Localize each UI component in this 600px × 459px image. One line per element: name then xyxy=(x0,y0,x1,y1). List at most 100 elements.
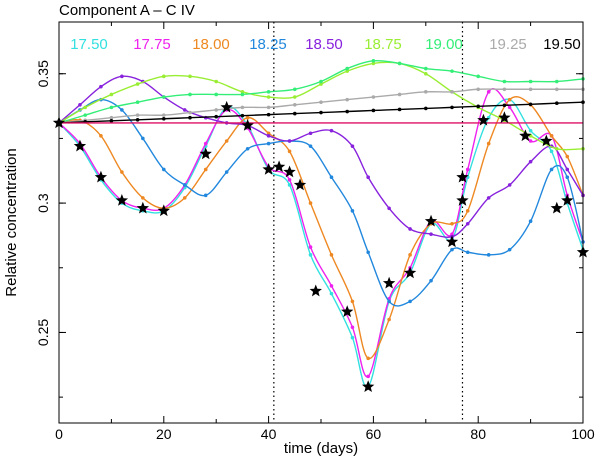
data-point xyxy=(371,95,376,99)
data-point xyxy=(502,87,507,92)
series-line xyxy=(58,88,584,378)
legend-entry: 19.50 xyxy=(543,36,581,53)
observation-star xyxy=(456,194,469,206)
data-point xyxy=(120,108,124,112)
data-point xyxy=(408,253,412,257)
data-point xyxy=(549,134,554,138)
series-17-75 xyxy=(57,88,585,379)
legend-entry: 18.50 xyxy=(305,36,343,53)
data-point xyxy=(345,69,350,73)
data-point xyxy=(429,232,433,236)
data-point xyxy=(408,227,412,231)
data-point xyxy=(240,90,245,94)
data-point xyxy=(319,110,323,115)
data-point xyxy=(99,134,103,138)
data-point xyxy=(549,167,554,172)
data-point xyxy=(214,114,218,119)
series-17-50 xyxy=(57,97,585,389)
data-point xyxy=(135,82,140,86)
data-point xyxy=(450,105,454,110)
data-point xyxy=(182,108,187,112)
data-point xyxy=(188,74,192,79)
data-point xyxy=(555,87,559,92)
data-point xyxy=(287,149,292,154)
observation-star xyxy=(550,201,563,214)
data-point xyxy=(528,219,533,224)
x-tick-label: 40 xyxy=(261,426,277,442)
data-point xyxy=(397,107,402,112)
data-point xyxy=(319,100,323,104)
data-point xyxy=(120,170,124,174)
data-point xyxy=(450,247,454,252)
data-point xyxy=(162,95,166,99)
data-point xyxy=(486,253,491,257)
data-point xyxy=(182,196,187,200)
data-point xyxy=(507,247,512,252)
data-point xyxy=(507,105,512,110)
data-point xyxy=(450,221,454,226)
data-point xyxy=(308,253,313,257)
data-point xyxy=(287,183,292,187)
y-tick-label: 0.3 xyxy=(35,193,51,213)
data-point xyxy=(141,136,145,141)
data-point xyxy=(528,102,533,107)
data-point xyxy=(528,139,533,143)
data-point xyxy=(329,253,334,257)
observations xyxy=(52,100,590,393)
data-point xyxy=(465,209,470,213)
data-point xyxy=(293,102,297,107)
data-point xyxy=(366,374,370,379)
data-point xyxy=(109,92,114,97)
data-point xyxy=(135,113,140,117)
data-point xyxy=(162,167,166,172)
data-point xyxy=(329,284,334,288)
data-point xyxy=(450,232,454,236)
data-point xyxy=(109,119,114,123)
data-point xyxy=(83,105,87,110)
series-line xyxy=(58,98,584,388)
data-point xyxy=(371,108,376,113)
legend-entry: 17.50 xyxy=(70,36,108,53)
data-point xyxy=(450,69,454,73)
data-point xyxy=(507,97,512,102)
data-point xyxy=(109,105,114,110)
observation-star xyxy=(519,129,532,142)
data-point xyxy=(387,206,391,211)
data-point xyxy=(240,105,245,110)
observation-star xyxy=(220,100,233,113)
observation-star xyxy=(136,201,150,214)
x-tick-label: 20 xyxy=(156,426,172,442)
observation-star xyxy=(361,380,375,393)
data-point xyxy=(486,141,491,146)
series-19-00 xyxy=(57,59,585,125)
observation-star xyxy=(456,170,469,183)
data-point xyxy=(371,59,376,63)
x-tick-label: 60 xyxy=(366,426,382,442)
data-point xyxy=(486,90,491,94)
data-point xyxy=(350,335,355,340)
data-point xyxy=(507,183,512,187)
observation-star xyxy=(309,284,322,297)
legend-entry: 17.75 xyxy=(133,36,171,53)
observation-star xyxy=(293,178,307,191)
legend-entry: 18.00 xyxy=(192,36,230,53)
data-point xyxy=(329,175,334,180)
data-point xyxy=(371,61,376,66)
data-point xyxy=(245,115,250,120)
observation-star xyxy=(94,170,108,183)
data-point xyxy=(245,146,250,151)
data-point xyxy=(502,103,507,108)
data-point xyxy=(528,87,533,92)
data-point xyxy=(203,167,208,172)
x-axis-label: time (days) xyxy=(284,440,358,457)
data-point xyxy=(109,115,114,120)
data-point xyxy=(476,74,481,79)
data-point xyxy=(350,299,355,304)
data-point xyxy=(429,278,433,283)
series-line xyxy=(58,96,584,360)
data-point xyxy=(162,74,166,79)
data-point xyxy=(476,104,481,109)
data-point xyxy=(397,92,402,97)
data-point xyxy=(329,128,334,133)
observation-star xyxy=(498,111,511,123)
